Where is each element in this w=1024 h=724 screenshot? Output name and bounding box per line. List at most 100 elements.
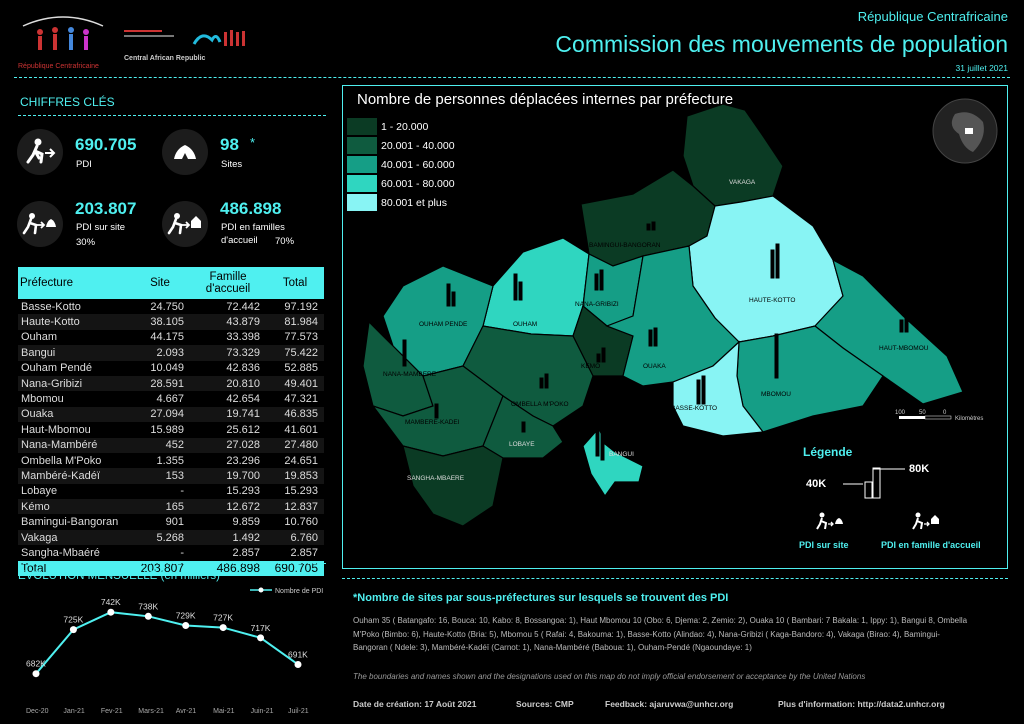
- table-row: Vakaga 5.268 1.492 6.760: [18, 529, 324, 546]
- total-site: 203.807: [130, 560, 190, 576]
- legend-label: 80.001 et plus: [381, 196, 447, 209]
- prefecture-label: OMBELLA M'POKO: [511, 401, 569, 408]
- cell-prefecture: Nana-Mambéré: [18, 437, 130, 453]
- map-legend: 1 - 20.000 20.001 - 40.000 40.001 - 60.000…: [347, 117, 457, 212]
- cell-prefecture: Vakaga: [18, 529, 130, 546]
- cell-site: 901: [165, 516, 184, 529]
- header-divider: [14, 77, 1010, 78]
- data-point: [294, 660, 302, 668]
- sites-note-body: Ouham 35 ( Batangafo: 16, Bouca: 10, Kab…: [353, 616, 968, 652]
- prefecture-label: HAUTE-KOTTO: [749, 297, 795, 304]
- car-map: VAKAGA BAMINGUI-BANGORAN HAUTE-KOTTO HAUT-M…: [362, 98, 998, 550]
- cell-site: -: [180, 485, 184, 498]
- cell-total: 15.293: [284, 485, 318, 498]
- cell-total: 97.192: [284, 300, 318, 313]
- cell-site: -: [180, 546, 184, 559]
- x-tick-label: Juin-21: [251, 708, 274, 715]
- legend-swatch: [347, 118, 377, 135]
- table-row: Ouham Pendé 10.049 42.836 52.885: [18, 361, 324, 376]
- x-tick-label: Dec-20: [26, 708, 49, 715]
- legend-swatch: [347, 156, 377, 173]
- kpi-pdi-site-label: PDI sur site: [76, 222, 126, 233]
- prefecture-label: KEMO: [581, 363, 600, 370]
- person-to-house-icon: [167, 213, 201, 235]
- header-country: République Centrafricaine: [857, 9, 1008, 24]
- sites-note-title: *Nombre de sites par sous-préfectures su…: [353, 592, 729, 604]
- footer-created: Date de création: 17 Août 2021: [353, 699, 477, 709]
- cell-site: 165: [130, 499, 190, 515]
- pdi-host-icon-circle: [162, 201, 208, 247]
- prefecture-label: OUAKA: [643, 363, 666, 370]
- kpi-pdi-host-pct: 70%: [275, 236, 295, 247]
- cell-site: 5.268: [130, 529, 190, 546]
- legend-swatch: [347, 137, 377, 154]
- cell-site: 1.355: [156, 454, 184, 467]
- legend-label: 40.001 - 60.000: [381, 158, 455, 171]
- prefecture-labels: VAKAGA BAMINGUI-BANGORAN HAUTE-KOTTO HAUT-M…: [383, 179, 929, 482]
- cell-site: 153: [130, 468, 190, 484]
- x-tick-label: Mai-21: [213, 708, 235, 715]
- footer-feedback[interactable]: Feedback: ajaruvwa@unhcr.org: [605, 699, 734, 709]
- prefecture-shapes: [362, 103, 964, 527]
- data-point: [32, 670, 40, 678]
- footer-more-info[interactable]: Plus d'information: http://data2.unhcr.o…: [778, 699, 945, 709]
- cell-host: 12.672: [190, 499, 266, 515]
- prefecture-label: BANGUI: [609, 451, 634, 458]
- legend-swatch: [347, 194, 377, 211]
- logo-caption: République Centrafricaine: [18, 63, 99, 70]
- table-row: Kémo 165 12.672 12.837: [18, 499, 324, 515]
- cell-host: 73.329: [190, 345, 266, 361]
- symbol-legend-title: Légende: [803, 445, 853, 459]
- map-legend-item: 40.001 - 60.000: [347, 155, 457, 174]
- table-row: Haute-Kotto 38.105 43.879 81.984: [18, 314, 324, 330]
- cell-site: 452: [130, 437, 190, 453]
- data-point: [257, 634, 265, 642]
- table-header-row: Préfecture Site Famille d'accueil Total: [18, 267, 324, 299]
- kpi-sites-asterisk: *: [250, 135, 256, 150]
- table-total-row: Total 203.807 486.898 690.705: [18, 560, 324, 576]
- cell-site: 2.093: [130, 345, 190, 361]
- cell-total: 6.760: [266, 529, 324, 546]
- logo-mid-caption: Central African Republic: [124, 55, 206, 62]
- table-row: Basse-Kotto 24.750 72.442 97.192: [18, 299, 324, 314]
- evolution-title: EVOLUTION MENSUELLE (en milliers): [18, 570, 220, 582]
- data-label: 738K: [138, 601, 158, 611]
- kpi-pdi-host-label: PDI en familles d'accueil: [221, 222, 285, 246]
- map-legend-item: 80.001 et plus: [347, 193, 457, 212]
- chart-legend-label: Nombre de PDI: [275, 588, 323, 595]
- scale-label-100: 100: [895, 410, 906, 416]
- cell-prefecture: Mbomou: [21, 393, 64, 406]
- legend-site-label: PDI sur site: [799, 540, 849, 550]
- legend-swatch: [347, 175, 377, 192]
- series-line: [35, 611, 299, 675]
- key-figures-title: CHIFFRES CLÉS: [20, 95, 115, 109]
- kpi-pdi-label: PDI: [76, 159, 92, 170]
- table-row: Mbomou 4.667 42.654 47.321: [18, 391, 324, 406]
- cell-host: 43.879: [190, 314, 266, 330]
- cell-prefecture: Basse-Kotto: [21, 300, 81, 313]
- region-sangha-mbaere: [402, 445, 504, 527]
- x-tick-label: Juil-21: [288, 708, 309, 715]
- data-point: [69, 626, 77, 634]
- pdi-icon-circle: [17, 129, 63, 175]
- region-haut-mbomou: [814, 258, 964, 405]
- cell-total: 47.321: [284, 393, 318, 406]
- cell-prefecture: Ouham: [21, 331, 58, 344]
- kpi-sites-label: Sites: [221, 159, 243, 170]
- cell-prefecture: Ombella M'Poko: [21, 454, 102, 467]
- cell-host: 23.296: [226, 454, 260, 467]
- total-label: Total: [18, 560, 130, 576]
- legend-80k: 80K: [909, 463, 929, 475]
- tent-icon: [174, 145, 196, 159]
- cell-total: 77.573: [284, 331, 318, 344]
- region-bangui: [582, 426, 644, 498]
- cell-site: 15.989: [150, 423, 184, 436]
- cell-prefecture: Kémo: [18, 499, 130, 515]
- cell-host: 72.442: [226, 300, 260, 313]
- sites-icon-circle: [162, 129, 208, 175]
- kpi-pdi-value: 690.705: [75, 135, 137, 154]
- map-frame: Nombre de personnes déplacées internes p…: [342, 85, 1008, 569]
- cell-prefecture: Ouham Pendé: [21, 362, 92, 375]
- header-logo-mid: Central African Republic: [124, 28, 259, 64]
- prefecture-label: NANA-GRIBIZI: [575, 301, 619, 308]
